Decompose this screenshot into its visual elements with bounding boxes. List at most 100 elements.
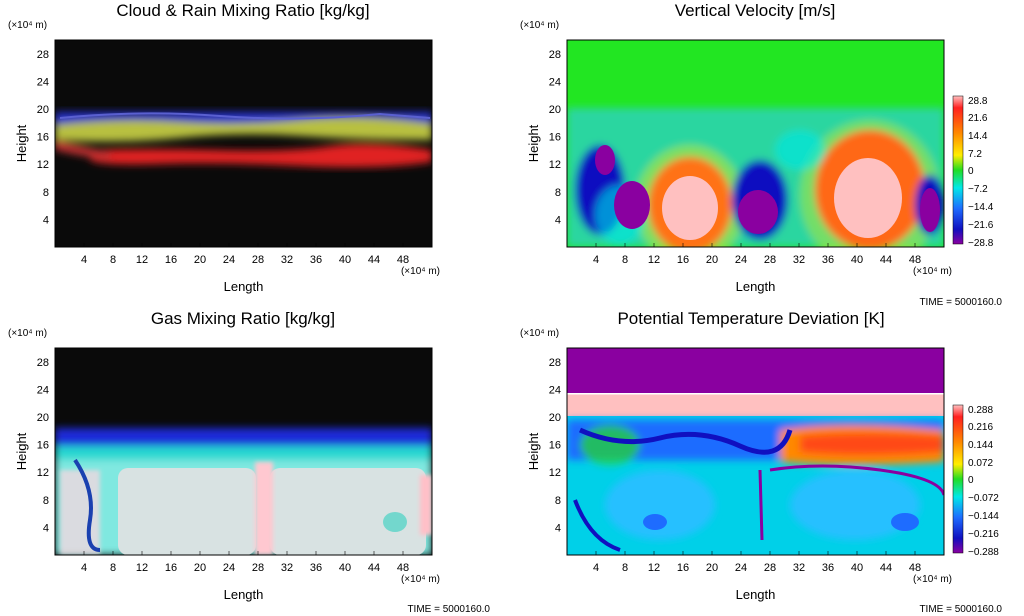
y-tick-label: 12 [549,467,561,479]
x-tick-label: 20 [194,254,206,266]
x-tick-label: 40 [851,254,863,266]
y-axis-title: Height [526,432,541,470]
y-tick-label: 4 [555,214,561,226]
x-tick-label: 28 [764,254,776,266]
x-tick-label: 8 [110,562,116,574]
x-tick-label: 36 [822,562,834,574]
y-tick-label: 8 [43,495,49,507]
colorbar-tick: 0.144 [968,440,993,451]
y-tick-label: 8 [555,187,561,199]
x-tick-label: 44 [880,254,892,266]
x-tick-label: 4 [81,562,87,574]
x-tick-label: 12 [648,562,660,574]
x-tick-label: 16 [677,562,689,574]
x-tick-label: 48 [397,562,409,574]
x-axis-title: Length [736,587,776,602]
y-tick-label: 20 [37,412,49,424]
x-axis-unit: (×10⁴ m) [401,574,440,585]
y-tick-label: 24 [549,76,561,88]
colorbar-tick: −7.2 [968,184,988,195]
x-tick-label: 32 [281,254,293,266]
colorbar-tick: 0.288 [968,405,993,416]
y-axis-unit: (×10⁴ m) [8,328,47,339]
x-tick-label: 8 [622,254,628,266]
colorbar-tick: 28.8 [968,96,988,107]
colorbar-tick: 0.216 [968,422,993,433]
y-axis-unit: (×10⁴ m) [520,20,559,31]
y-tick-label: 28 [549,49,561,61]
y-tick-label: 20 [549,412,561,424]
x-tick-label: 16 [165,562,177,574]
y-tick-label: 16 [37,440,49,452]
y-tick-label: 28 [549,357,561,369]
y-tick-label: 12 [37,159,49,171]
x-tick-label: 16 [677,254,689,266]
x-tick-label: 28 [252,562,264,574]
y-axis-unit: (×10⁴ m) [520,328,559,339]
colorbar-ticks: 28.8 21.6 14.4 7.2 0 −7.2 −14.4 −21.6 −2… [968,96,994,249]
panel-title: Potential Temperature Deviation [K] [617,309,884,328]
x-tick-label: 40 [339,562,351,574]
x-axis-unit: (×10⁴ m) [913,266,952,277]
y-tick-label: 12 [549,159,561,171]
x-tick-label: 36 [310,562,322,574]
colorbar-tick: 0 [968,166,974,177]
y-tick-label: 8 [555,495,561,507]
y-tick-label: 16 [37,132,49,144]
x-tick-label: 48 [909,254,921,266]
panel-cloud-rain: Cloud & Rain Mixing Ratio [kg/kg] [54,1,433,248]
x-tick-label: 8 [110,254,116,266]
panel-vertical-velocity: Vertical Velocity [m/s] [566,1,1002,308]
y-tick-label: 12 [37,467,49,479]
x-tick-label: 44 [368,562,380,574]
x-tick-label: 16 [165,254,177,266]
x-tick-label: 12 [136,562,148,574]
y-tick-label: 28 [37,357,49,369]
colorbar-tick: 21.6 [968,113,988,124]
panel-title: Gas Mixing Ratio [kg/kg] [151,309,335,328]
x-tick-label: 24 [735,254,747,266]
y-tick-label: 24 [37,76,49,88]
colorbar-tick: −14.4 [968,202,994,213]
y-axis-title: Height [526,124,541,162]
x-tick-label: 48 [397,254,409,266]
colorbar-tick: 7.2 [968,149,982,160]
x-tick-label: 40 [851,562,863,574]
colorbar-tick: 14.4 [968,131,988,142]
x-tick-label: 4 [81,254,87,266]
x-tick-label: 32 [281,562,293,574]
x-tick-label: 8 [622,562,628,574]
y-tick-label: 4 [43,522,49,534]
y-tick-label: 20 [549,104,561,116]
y-tick-label: 16 [549,440,561,452]
x-tick-label: 48 [909,562,921,574]
x-tick-label: 4 [593,254,599,266]
colorbar-tick: 0 [968,475,974,486]
colorbar-tick: −0.288 [968,547,999,558]
x-tick-label: 12 [648,254,660,266]
x-tick-label: 36 [310,254,322,266]
time-label: TIME = 5000160.0 [407,604,490,615]
y-tick-label: 16 [549,132,561,144]
panel-title: Vertical Velocity [m/s] [675,1,836,20]
x-tick-label: 24 [223,562,235,574]
x-tick-label: 20 [706,254,718,266]
colorbar-tick: −0.216 [968,529,999,540]
y-tick-label: 4 [43,214,49,226]
x-tick-label: 32 [793,254,805,266]
colorbar-tick: 0.072 [968,458,993,469]
y-tick-label: 8 [43,187,49,199]
colorbar [952,95,964,245]
x-axis-unit: (×10⁴ m) [401,266,440,277]
x-tick-label: 12 [136,254,148,266]
y-tick-label: 24 [37,384,49,396]
y-axis-unit: (×10⁴ m) [8,20,47,31]
heatmap-field [55,348,432,555]
x-axis-title: Length [224,279,264,294]
y-axis-title: Height [14,432,29,470]
x-axis-title: Length [224,587,264,602]
time-label: TIME = 5000160.0 [919,297,1002,308]
x-tick-label: 28 [764,562,776,574]
axes-layer: 4 8 12 16 20 24 28 32 36 40 44 48481216202428(×10⁴ … [8,20,952,602]
